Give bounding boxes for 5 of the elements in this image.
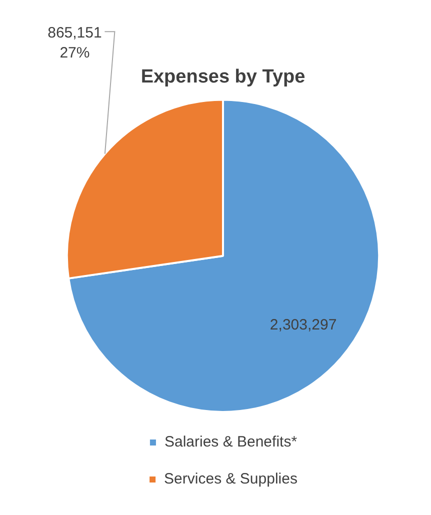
legend-label: Services & Supplies xyxy=(164,470,298,488)
data-label: 2,303,297 xyxy=(270,316,337,334)
text: Expenses by Type xyxy=(140,66,306,88)
legend-label: Salaries & Benefits* xyxy=(164,434,298,451)
data-label: 865,151 27% xyxy=(48,24,102,62)
